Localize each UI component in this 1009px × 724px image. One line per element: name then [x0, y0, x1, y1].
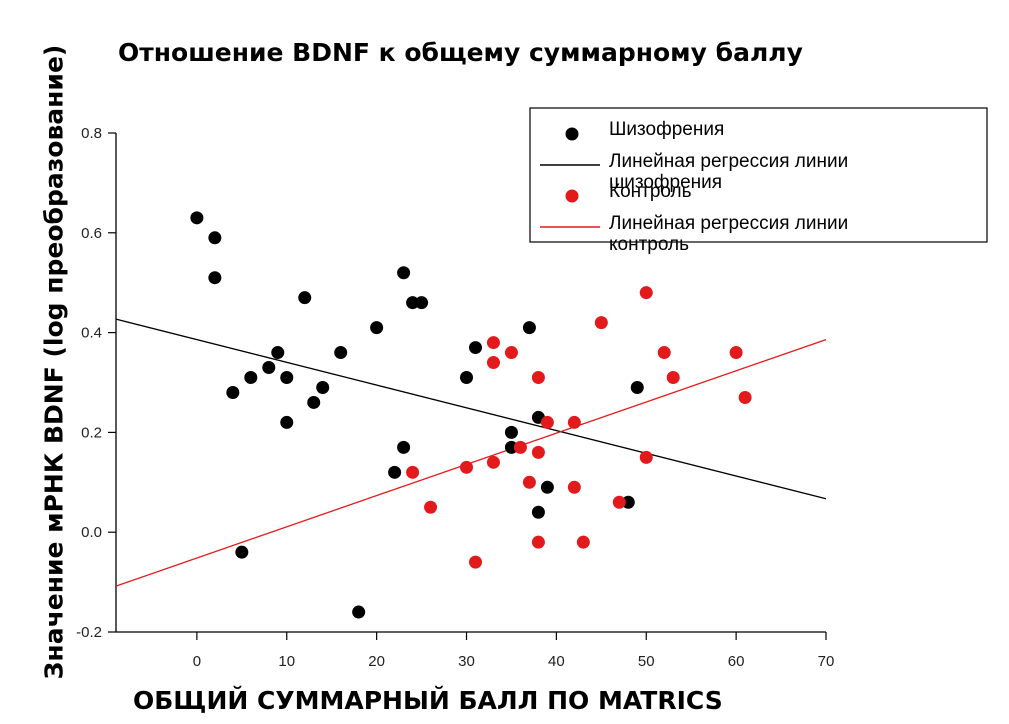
control-point [486, 455, 500, 469]
control-point [486, 336, 500, 350]
data-points [190, 211, 752, 619]
legend-marker [565, 127, 579, 141]
x-tick-label: 50 [638, 653, 655, 670]
schizophrenia-point [280, 371, 294, 385]
axes: -0.2 0.0 0.2 0.4 0.6 0.8 0 10 20 30 40 50 60 70 [76, 125, 834, 670]
control-point [666, 371, 680, 385]
schizophrenia-point [397, 266, 411, 280]
control-point [612, 495, 626, 509]
control-point [738, 390, 752, 404]
x-tick-label: 40 [548, 653, 565, 670]
regression-lines [115, 318, 827, 587]
regression-line [115, 318, 827, 500]
legend-label: контроль [609, 234, 689, 255]
control-point [522, 475, 536, 489]
schizophrenia-point [531, 505, 545, 519]
chart-title: Отношение BDNF к общему суммарному баллу [118, 38, 803, 67]
schizophrenia-point [540, 480, 554, 494]
control-point [468, 555, 482, 569]
schizophrenia-point [298, 291, 312, 305]
schizophrenia-point [397, 440, 411, 454]
schizophrenia-point [460, 371, 474, 385]
schizophrenia-point [468, 341, 482, 355]
y-tick-label: -0.2 [76, 624, 102, 641]
schizophrenia-point [370, 321, 384, 335]
x-tick-label: 60 [728, 653, 745, 670]
x-tick-label: 70 [818, 653, 835, 670]
schizophrenia-point [504, 425, 518, 439]
control-point [406, 465, 420, 479]
x-tick-label: 20 [368, 653, 385, 670]
control-point [567, 415, 581, 429]
schizophrenia-point [262, 361, 276, 375]
y-tick-label: 0.2 [81, 424, 102, 441]
control-point [657, 346, 671, 360]
schizophrenia-point [630, 380, 644, 394]
control-point [576, 535, 590, 549]
schizophrenia-point [208, 271, 222, 285]
control-point [639, 450, 653, 464]
x-tick-label: 30 [458, 653, 475, 670]
schizophrenia-point [522, 321, 536, 335]
control-point [567, 480, 581, 494]
y-tick-label: 0.4 [81, 325, 102, 342]
schizophrenia-point [504, 440, 518, 454]
control-point [729, 346, 743, 360]
x-axis-label: ОБЩИЙ СУММАРНЫЙ БАЛЛ ПО MATRICS [133, 686, 723, 715]
schizophrenia-point [352, 605, 366, 619]
schizophrenia-point [334, 346, 348, 360]
control-point [486, 356, 500, 370]
control-point [639, 286, 653, 300]
legend-label: Шизофрения [609, 119, 724, 140]
y-tick-label: 0.8 [81, 125, 102, 142]
control-point [460, 460, 474, 474]
legend-label: шизофрения [609, 172, 722, 193]
control-point [531, 445, 545, 459]
legend-label: Линейная регрессия линии [609, 213, 848, 234]
schizophrenia-point [307, 395, 321, 409]
y-tick-label: 0.0 [81, 524, 102, 541]
schizophrenia-point [316, 380, 330, 394]
control-point [531, 371, 545, 385]
schizophrenia-point [280, 415, 294, 429]
control-point [504, 346, 518, 360]
control-point [531, 535, 545, 549]
schizophrenia-point [208, 231, 222, 245]
legend-box [529, 107, 988, 243]
x-tick-label: 0 [193, 653, 201, 670]
schizophrenia-point [226, 385, 240, 399]
control-point [424, 500, 438, 514]
legend-label: Линейная регрессия линии [609, 151, 848, 172]
control-point [513, 440, 527, 454]
schizophrenia-point [235, 545, 249, 559]
schizophrenia-point [244, 371, 258, 385]
schizophrenia-point [388, 465, 402, 479]
legend-label: Контроль [609, 181, 692, 202]
schizophrenia-point [271, 346, 285, 360]
schizophrenia-point [406, 296, 420, 310]
control-point [540, 415, 554, 429]
y-tick-label: 0.6 [81, 225, 102, 242]
schizophrenia-point [190, 211, 204, 225]
legend-marker [565, 189, 579, 203]
x-tick-label: 10 [278, 653, 295, 670]
control-point [594, 316, 608, 330]
schizophrenia-point [621, 495, 635, 509]
schizophrenia-point [415, 296, 429, 310]
